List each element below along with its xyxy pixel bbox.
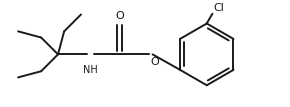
Text: Cl: Cl [213, 3, 224, 13]
Text: NH: NH [83, 65, 98, 75]
Text: O: O [151, 57, 160, 67]
Text: O: O [115, 11, 124, 21]
